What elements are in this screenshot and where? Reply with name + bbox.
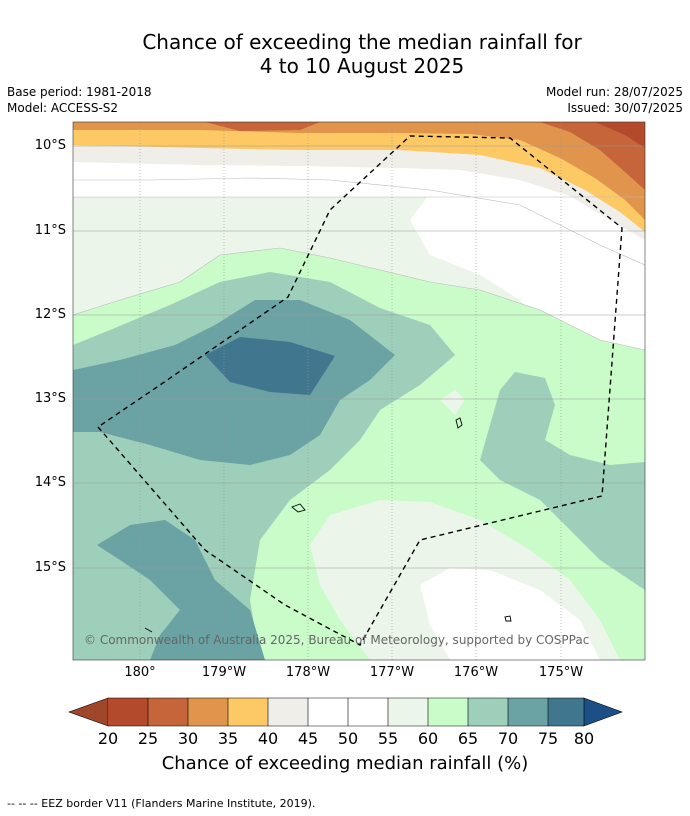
lat-label-14s: 14°S <box>34 475 66 490</box>
cb-seg-70-75 <box>508 698 548 726</box>
band-75-80 <box>205 337 335 395</box>
colorbar-tick-75: 75 <box>537 729 559 748</box>
island-2 <box>291 503 306 513</box>
cb-seg-65-70 <box>468 698 508 726</box>
lon-label-178w: 178°W <box>285 665 331 680</box>
lon-label-180: 180° <box>124 665 156 680</box>
colorbar-tick-30: 30 <box>177 729 199 748</box>
lat-label-15s: 15°S <box>34 560 66 575</box>
eez-border <box>96 135 623 646</box>
map-title-line2: 4 to 10 August 2025 <box>259 54 465 78</box>
colorbar <box>68 697 623 727</box>
band-70-75-south <box>97 520 265 660</box>
graticule <box>73 122 645 660</box>
cb-seg-35-40 <box>228 698 268 726</box>
islands <box>144 417 512 633</box>
cb-seg-20-25 <box>108 698 148 726</box>
base-period: Base period: 1981-2018 <box>7 85 152 99</box>
meta-right: Model run: 28/07/2025 Issued: 30/07/2025 <box>546 84 683 116</box>
map-title-line1: Chance of exceeding the median rainfall … <box>142 30 582 54</box>
colorbar-min-arrow <box>68 697 109 727</box>
band-35-40 <box>73 122 645 232</box>
cb-seg-55-60 <box>388 698 428 726</box>
colorbar-tick-20: 20 <box>97 729 119 748</box>
colorbar-tick-60: 60 <box>417 729 439 748</box>
lat-label-13s: 13°S <box>34 391 66 406</box>
lon-label-179w: 179°W <box>201 665 247 680</box>
cb-seg-50-55 <box>348 698 388 726</box>
lat-label-11s: 11°S <box>34 223 66 238</box>
cb-seg-75-80 <box>548 698 584 726</box>
model-name: Model: ACCESS-S2 <box>7 101 119 115</box>
band-small-patch <box>440 390 465 415</box>
colorbar-label: Chance of exceeding median rainfall (%) <box>161 753 529 774</box>
copyright-notice: © Commonwealth of Australia 2025, Bureau… <box>84 633 590 647</box>
colorbar-tick-65: 65 <box>457 729 479 748</box>
footnote: -- -- -- EEZ border V11 (Flanders Marine… <box>7 797 316 810</box>
map-field <box>73 122 645 660</box>
map-frame <box>72 121 646 661</box>
model-run: Model run: 28/07/2025 <box>545 85 683 99</box>
island-3 <box>504 615 512 622</box>
band-20-25 <box>595 122 645 148</box>
lon-label-176w: 176°W <box>453 665 499 680</box>
meta-left: Base period: 1981-2018 Model: ACCESS-S2 <box>7 84 152 116</box>
island-1 <box>455 417 463 429</box>
band-south-white <box>420 568 600 660</box>
band-65-70-east <box>480 372 645 590</box>
map-title: Chance of exceeding the median rainfall … <box>0 30 690 78</box>
cb-seg-30-35 <box>188 698 228 726</box>
colorbar-tick-80: 80 <box>573 729 595 748</box>
cb-seg-60-65 <box>428 698 468 726</box>
colorbar-tick-35: 35 <box>217 729 239 748</box>
cb-seg-40-45 <box>268 698 308 726</box>
band-25-30-west <box>205 122 320 131</box>
lon-label-175w: 175°W <box>538 665 584 680</box>
island-4 <box>144 627 153 633</box>
band-25-30 <box>540 122 645 190</box>
colorbar-tick-70: 70 <box>497 729 519 748</box>
colorbar-tick-55: 55 <box>377 729 399 748</box>
colorbar-tick-50: 50 <box>337 729 359 748</box>
cb-seg-25-30 <box>148 698 188 726</box>
issued-date: Issued: 30/07/2025 <box>567 101 683 115</box>
cb-seg-45-50 <box>308 698 348 726</box>
lat-label-12s: 12°S <box>34 307 66 322</box>
colorbar-tick-40: 40 <box>257 729 279 748</box>
colorbar-max-arrow <box>583 697 623 727</box>
lon-label-177w: 177°W <box>369 665 415 680</box>
colorbar-tick-45: 45 <box>297 729 319 748</box>
colorbar-tick-25: 25 <box>137 729 159 748</box>
lat-label-10s: 10°S <box>34 138 66 153</box>
